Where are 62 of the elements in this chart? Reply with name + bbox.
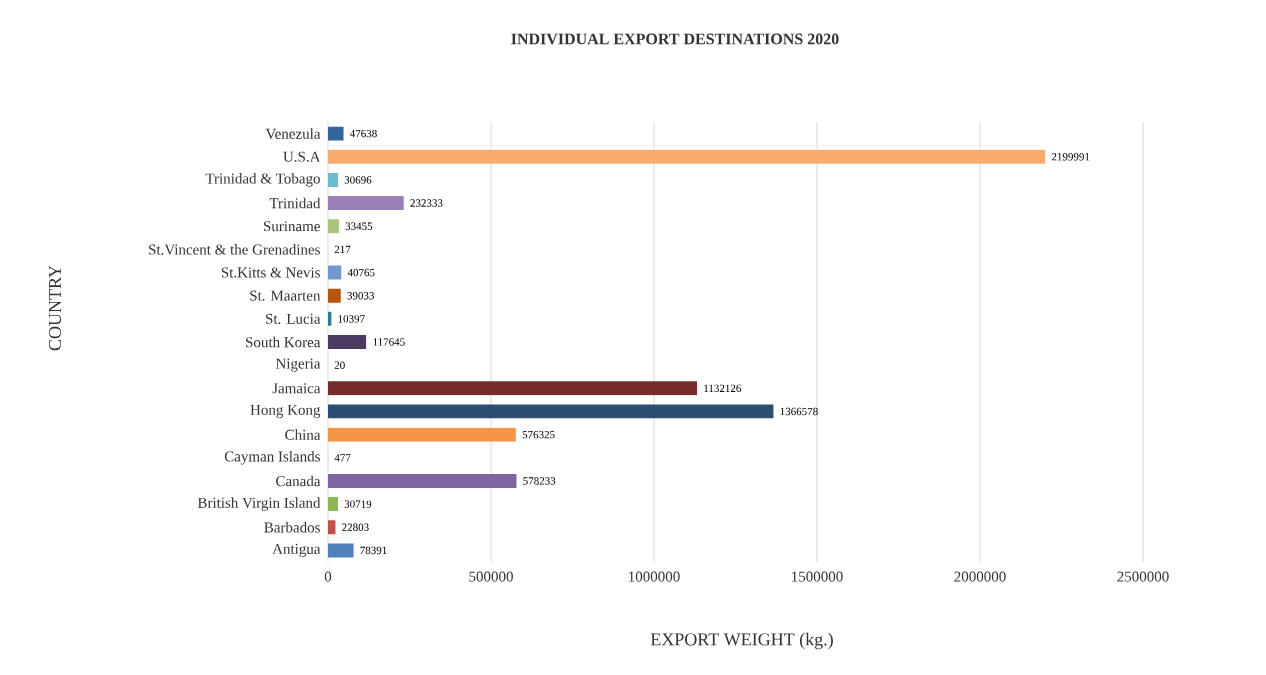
y-tick-label: U.S.A: [283, 151, 321, 162]
y-tick-label: British Virgin Island: [197, 497, 321, 511]
y-tick-label: Canada: [276, 475, 321, 487]
bar: [328, 473, 517, 488]
y-tick-label: Trinidad: [269, 197, 321, 209]
y-tick-label: Nigeria: [275, 358, 321, 372]
x-tick-label: 0: [324, 571, 332, 582]
bar: [328, 288, 341, 303]
bar: [328, 497, 339, 512]
bar: [328, 381, 698, 396]
y-tick-label: Antigua: [272, 543, 321, 557]
data-label: 30719: [344, 500, 372, 508]
x-tick-label: 1500000: [792, 571, 843, 582]
bar: [328, 265, 342, 280]
bar: [328, 126, 344, 141]
bar: [328, 543, 354, 558]
data-label: 576325: [522, 430, 555, 439]
data-label: 117645: [373, 338, 405, 346]
y-tick-label: China: [285, 429, 321, 440]
data-label: 47638: [349, 129, 377, 138]
data-label: 33455: [345, 222, 373, 230]
data-label: 477: [334, 454, 351, 462]
bar: [328, 335, 367, 349]
bar: [328, 219, 339, 234]
data-label: 2199991: [1051, 153, 1090, 161]
bar: [328, 427, 516, 442]
bar: [328, 149, 1046, 164]
data-label: 10397: [338, 315, 365, 323]
y-tick-label: Barbados: [264, 522, 320, 533]
x-tick-label: 2000000: [954, 571, 1006, 582]
y-tick-label: St.Kitts & Nevis: [221, 267, 320, 278]
y-tick-label: South Korea: [246, 336, 321, 348]
y-tick-label: Trinidad & Tobago: [205, 173, 320, 187]
data-label: 217: [334, 245, 351, 254]
bar: [328, 196, 404, 211]
data-label: 30696: [344, 176, 372, 184]
data-label: 20: [334, 361, 345, 369]
data-label: 578233: [523, 477, 556, 485]
bar: [328, 404, 774, 419]
y-tick-label: Jamaica: [272, 383, 321, 394]
data-label: 22803: [342, 523, 369, 531]
data-label: 39033: [347, 291, 374, 300]
data-label: 232333: [410, 199, 443, 207]
x-tick-label: 2500000: [1117, 571, 1169, 582]
chart-title: INDIVIDUAL EXPORT DESTINATIONS 2020: [511, 33, 839, 45]
data-label: 78391: [360, 546, 387, 555]
x-tick-label: 500000: [469, 571, 513, 582]
y-tick-label: St. Lucia: [266, 313, 321, 324]
y-tick-label: Suriname: [263, 221, 320, 232]
y-tick-label: Hong Kong: [250, 404, 321, 418]
data-label: 1366578: [780, 407, 818, 416]
y-tick-label: Venezula: [265, 128, 321, 139]
x-tick-label: 1000000: [629, 571, 680, 582]
bar: [328, 172, 339, 187]
data-label: 1132126: [704, 384, 742, 393]
y-tick-label: St.Vincent & the Grenadines: [149, 244, 320, 255]
y-tick-label: St. Maarten: [250, 290, 321, 301]
y-axis-title: COUNTRY: [48, 265, 62, 351]
data-label: 40765: [347, 268, 375, 277]
bar: [328, 520, 336, 535]
y-tick-label: Cayman Islands: [224, 450, 320, 465]
x-axis-title: EXPORT WEIGHT (kg.): [650, 632, 833, 650]
